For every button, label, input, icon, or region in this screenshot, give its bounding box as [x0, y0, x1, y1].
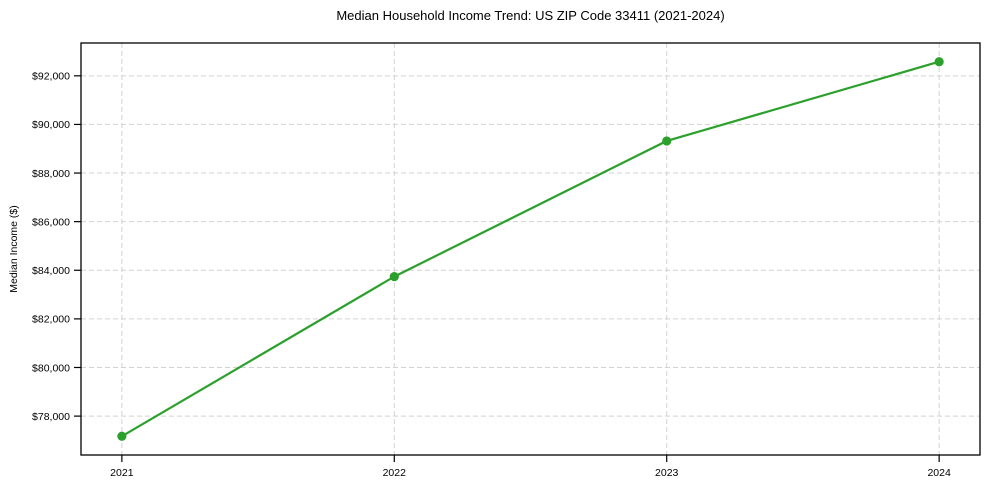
y-tick-label: $90,000	[32, 119, 70, 131]
data-point-2022	[389, 271, 399, 282]
y-tick-label: $84,000	[32, 265, 70, 277]
x-tick-label: 2023	[655, 467, 679, 479]
x-tick-label: 2024	[927, 467, 951, 479]
x-tick-label: 2021	[110, 467, 134, 479]
y-tick-label: $92,000	[32, 71, 70, 83]
y-tick-label: $80,000	[32, 362, 70, 374]
y-tick-label: $86,000	[32, 216, 70, 228]
x-tick-label: 2022	[383, 467, 407, 479]
y-axis-label: Median Income ($)	[8, 205, 20, 293]
data-point-2021	[117, 431, 127, 441]
y-tick-label: $78,000	[32, 411, 70, 423]
chart-title: Median Household Income Trend: US ZIP Co…	[336, 8, 725, 23]
y-tick-label: $88,000	[32, 168, 70, 180]
y-tick-label: $82,000	[32, 314, 70, 326]
trend-line	[120, 60, 941, 438]
data-point-2023	[662, 136, 672, 146]
plot-border	[80, 42, 981, 456]
data-point-2024	[934, 57, 944, 67]
